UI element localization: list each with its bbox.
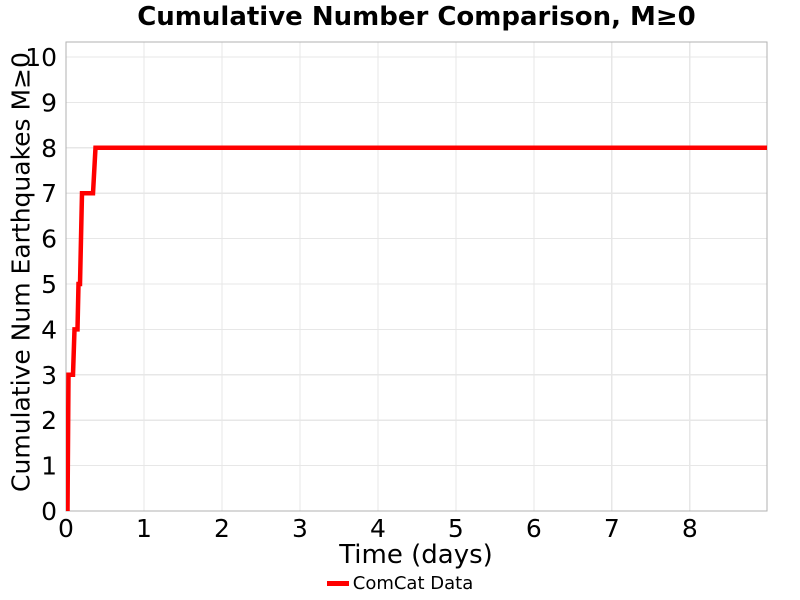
y-tick-label: 4: [41, 315, 57, 344]
x-tick-label: 3: [292, 514, 308, 543]
legend-line-swatch: [326, 580, 349, 586]
x-tick-label: 6: [526, 514, 542, 543]
y-tick-label: 0: [41, 497, 57, 526]
y-tick-label: 2: [41, 406, 57, 435]
legend: ComCat Data: [0, 572, 800, 594]
y-tick-label: 8: [41, 134, 57, 163]
x-tick-label: 0: [58, 514, 74, 543]
chart-title: Cumulative Number Comparison, M≥0: [137, 2, 696, 32]
x-tick-label: 8: [682, 514, 698, 543]
y-axis-label: Cumulative Num Earthquakes M≥0: [6, 52, 36, 492]
x-tick-label: 7: [604, 514, 620, 543]
x-tick-label: 1: [136, 514, 152, 543]
y-tick-label: 5: [41, 270, 57, 299]
y-tick-label: 6: [41, 225, 57, 254]
x-tick-label: 4: [370, 514, 386, 543]
series-line-comcat-data: [66, 145, 767, 511]
x-tick-label: 5: [448, 514, 464, 543]
x-axis-label: Time (days): [339, 540, 493, 570]
plot-frame: [65, 41, 768, 512]
y-tick-label: 10: [25, 43, 57, 72]
y-tick-label: 7: [41, 179, 57, 208]
y-tick-label: 9: [41, 88, 57, 117]
legend-label: ComCat Data: [352, 572, 474, 594]
y-tick-label: 3: [41, 361, 57, 390]
x-tick-label: 2: [214, 514, 230, 543]
y-tick-label: 1: [41, 452, 57, 481]
